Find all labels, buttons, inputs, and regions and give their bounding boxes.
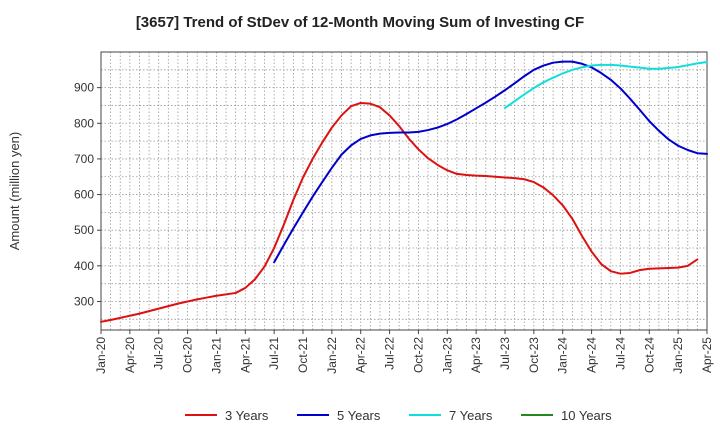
y-tick-label: 300	[74, 294, 94, 308]
y-tick-label: 700	[74, 152, 94, 166]
legend: 3 Years 5 Years 7 Years 10 Years	[185, 408, 612, 423]
chart-title: [3657] Trend of StDev of 12-Month Moving…	[135, 14, 585, 31]
series-lines	[100, 60, 708, 323]
x-tick-label: Oct-23	[527, 337, 541, 373]
x-tick-label: Jul-21	[267, 337, 281, 370]
y-tick-label: 500	[74, 223, 94, 237]
legend-label-7-years: 7 Years	[449, 408, 493, 423]
x-tick-label: Jan-22	[325, 337, 339, 374]
x-axis-ticks: Jan-20 Apr-20 Jul-20 Oct-20 Jan-21 Apr-21 Jul-…	[94, 330, 714, 374]
legend-label-3-years: 3 Years	[225, 408, 269, 423]
series-line-7-years	[504, 60, 708, 109]
series-line-5-years	[273, 60, 708, 264]
x-tick-label: Oct-20	[181, 337, 195, 373]
x-tick-label: Jul-23	[498, 337, 512, 370]
plot-border	[100, 51, 708, 331]
x-tick-label: Apr-22	[354, 337, 368, 373]
series-line-3-years	[100, 101, 699, 323]
y-tick-label: 600	[74, 188, 94, 202]
y-tick-label: 400	[74, 259, 94, 273]
x-tick-label: Apr-23	[469, 337, 483, 373]
x-tick-label: Jan-25	[671, 337, 685, 374]
x-tick-label: Jul-22	[383, 337, 397, 370]
x-tick-label: Apr-20	[123, 337, 137, 373]
y-axis-ticks: 300 400 500 600 700 800 900	[74, 81, 101, 308]
x-tick-label: Apr-24	[585, 337, 599, 373]
x-tick-label: Apr-25	[700, 337, 714, 373]
legend-label-5-years: 5 Years	[337, 408, 381, 423]
y-axis-label: Amount (million yen)	[7, 132, 22, 251]
x-tick-label: Jul-20	[152, 337, 166, 370]
y-tick-label: 900	[74, 81, 94, 95]
x-tick-label: Jan-23	[440, 337, 454, 374]
x-tick-label: Oct-22	[411, 337, 425, 373]
x-tick-label: Oct-21	[296, 337, 310, 373]
x-tick-label: Jan-24	[556, 337, 570, 374]
x-tick-label: Jan-20	[94, 337, 108, 374]
x-tick-label: Jul-24	[613, 337, 627, 370]
x-tick-label: Apr-21	[238, 337, 252, 373]
legend-label-10-years: 10 Years	[561, 408, 612, 423]
x-tick-label: Oct-24	[642, 337, 656, 373]
x-tick-label: Jan-21	[209, 337, 223, 374]
plot-background	[101, 52, 707, 330]
y-tick-label: 800	[74, 116, 94, 130]
